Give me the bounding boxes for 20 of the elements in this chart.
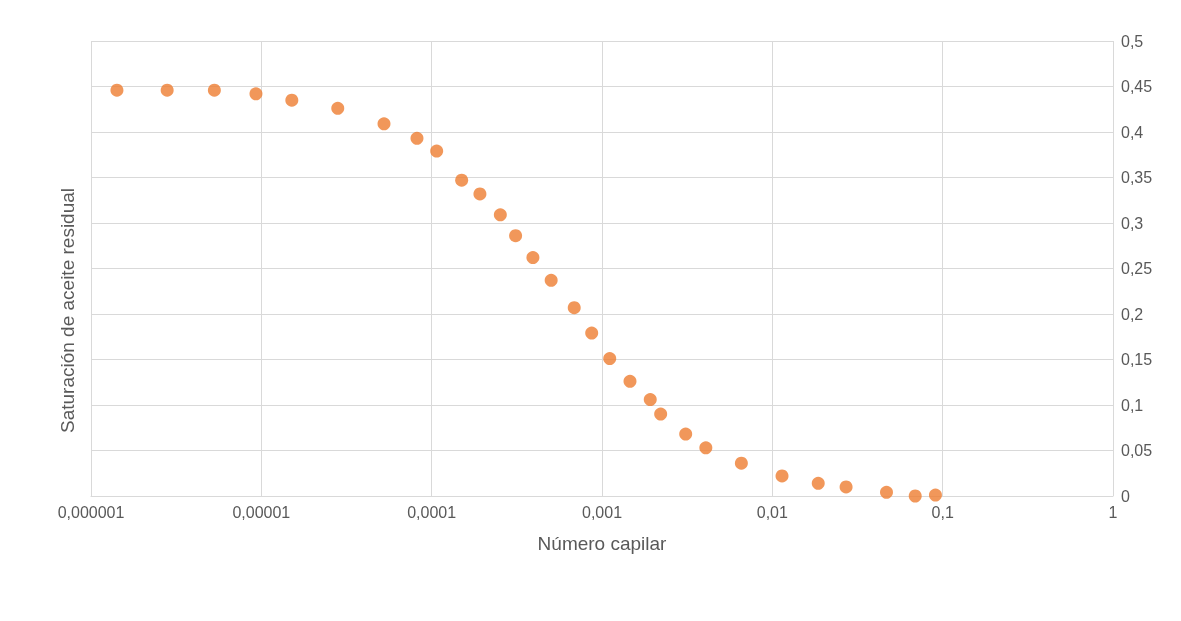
y-tick-label: 0,35 — [1121, 169, 1153, 186]
x-axis-title: Número capilar — [537, 533, 668, 554]
x-tick-label: 0,1 — [931, 503, 954, 521]
x-tick-label: 0,01 — [756, 503, 789, 521]
y-tick-label: 0,25 — [1121, 260, 1153, 277]
x-tick-label: 0,000001 — [57, 503, 125, 521]
y-tick-label: 0 — [1121, 487, 1130, 505]
y-tick-label: 0,5 — [1121, 32, 1144, 50]
x-tick-label: 0,001 — [581, 503, 623, 521]
x-tick-label: 0,0001 — [407, 503, 457, 521]
y-tick-label: 0,2 — [1121, 305, 1144, 323]
y-tick-label: 0,4 — [1121, 123, 1144, 141]
y-tick-label: 0,15 — [1121, 351, 1153, 368]
x-tick-label: 0,00001 — [232, 503, 291, 521]
y-axis-title: Saturación de aceite residual — [57, 187, 78, 434]
y-tick-label: 0,3 — [1121, 214, 1144, 232]
y-tick-label: 0,05 — [1121, 442, 1153, 459]
y-tick-label: 0,45 — [1121, 78, 1153, 95]
x-tick-label: 1 — [1108, 503, 1118, 521]
y-tick-label: 0,1 — [1121, 396, 1144, 414]
